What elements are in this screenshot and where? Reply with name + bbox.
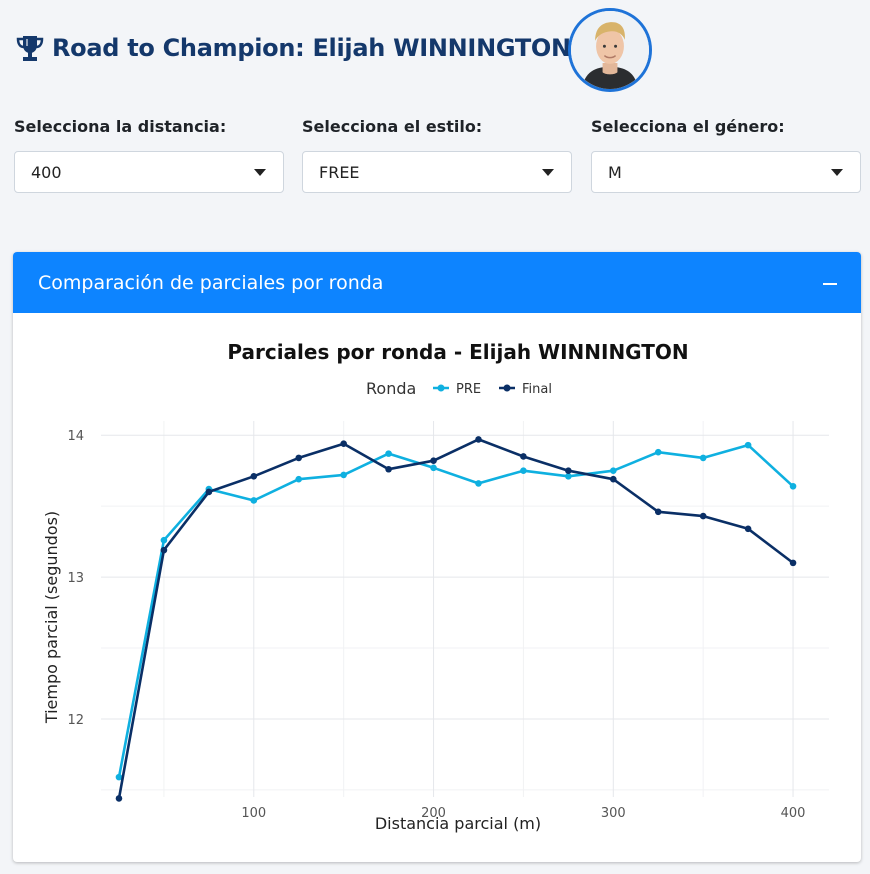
data-point-final bbox=[115, 795, 123, 802]
x-tick-label: 400 bbox=[781, 806, 806, 821]
x-axis-label: Distancia parcial (m) bbox=[375, 814, 541, 833]
data-point-pre bbox=[609, 467, 617, 474]
data-point-pre bbox=[744, 441, 752, 449]
data-point-pre bbox=[699, 454, 707, 462]
gender-label: Selecciona el género: bbox=[591, 117, 785, 136]
x-tick-label: 300 bbox=[601, 806, 626, 821]
data-point-final bbox=[475, 436, 482, 443]
data-point-pre bbox=[295, 475, 303, 483]
style-filter: Selecciona el estilo: FREE bbox=[302, 116, 572, 193]
data-point-final bbox=[699, 512, 707, 520]
y-tick-label: 14 bbox=[67, 429, 84, 444]
style-value: FREE bbox=[319, 162, 360, 182]
card-title: Comparación de parciales por ronda bbox=[38, 271, 384, 294]
data-point-final bbox=[205, 488, 213, 496]
gender-filter: Selecciona el género: M bbox=[591, 116, 861, 193]
data-point-final bbox=[295, 454, 303, 462]
data-point-pre bbox=[789, 482, 797, 490]
x-tick-label: 100 bbox=[241, 806, 266, 821]
distance-value: 400 bbox=[31, 162, 62, 182]
page-header: Road to Champion: Elijah WINNINGTON bbox=[14, 8, 714, 88]
data-point-pre bbox=[115, 773, 123, 781]
chevron-down-icon bbox=[254, 168, 266, 176]
data-point-final bbox=[385, 465, 392, 473]
data-point-final bbox=[565, 467, 572, 474]
data-point-pre bbox=[520, 467, 527, 474]
data-point-final bbox=[160, 546, 168, 554]
chevron-down-icon bbox=[542, 168, 554, 176]
y-tick-label: 13 bbox=[67, 571, 84, 586]
gender-select[interactable]: M bbox=[591, 151, 861, 193]
series-line-pre bbox=[117, 443, 794, 778]
data-point-final bbox=[340, 440, 347, 448]
page-title: Road to Champion: Elijah WINNINGTON bbox=[52, 34, 571, 62]
distance-select[interactable]: 400 bbox=[14, 151, 284, 193]
style-label: Selecciona el estilo: bbox=[302, 117, 483, 136]
legend-label: Final bbox=[522, 382, 552, 397]
data-point-final bbox=[609, 475, 617, 483]
y-axis-label: Tiempo parcial (segundos) bbox=[42, 511, 61, 724]
data-point-pre bbox=[340, 471, 347, 479]
chart-container: 100 200 300 400 12 13 14 Parciales por ronda - … bbox=[13, 313, 861, 862]
legend-title: Ronda bbox=[366, 379, 416, 398]
chart-title: Parciales por ronda - Elijah WINNINGTON bbox=[227, 340, 688, 364]
legend-label: PRE bbox=[456, 382, 481, 397]
data-point-final bbox=[744, 525, 752, 533]
data-point-final bbox=[789, 559, 797, 567]
y-tick-label: 12 bbox=[67, 713, 84, 728]
splits-chart: 100 200 300 400 12 13 14 Parciales por ronda - … bbox=[42, 340, 829, 833]
style-select[interactable]: FREE bbox=[302, 151, 572, 193]
data-point-pre bbox=[565, 473, 572, 480]
distance-filter: Selecciona la distancia: 400 bbox=[14, 116, 284, 193]
series-line-final bbox=[117, 438, 794, 799]
card-header: Comparación de parciales por ronda bbox=[13, 252, 861, 313]
legend-marker bbox=[503, 384, 511, 392]
data-point-pre bbox=[250, 497, 258, 504]
data-point-final bbox=[654, 508, 662, 516]
x-tick-label: 200 bbox=[421, 806, 446, 821]
trophy-icon bbox=[16, 36, 44, 61]
gender-value: M bbox=[608, 162, 622, 182]
data-point-final bbox=[250, 473, 258, 480]
splits-card: Comparación de parciales por ronda 100 20… bbox=[13, 252, 861, 862]
distance-label: Selecciona la distancia: bbox=[14, 117, 227, 136]
chevron-down-icon bbox=[831, 168, 843, 176]
data-point-pre bbox=[385, 450, 392, 457]
data-point-final bbox=[430, 457, 437, 465]
data-point-pre bbox=[475, 480, 482, 487]
data-point-pre bbox=[430, 464, 437, 472]
legend-marker bbox=[437, 384, 445, 392]
athlete-avatar bbox=[568, 8, 652, 92]
collapse-button[interactable] bbox=[823, 276, 837, 290]
data-point-pre bbox=[160, 536, 168, 544]
data-point-final bbox=[520, 453, 527, 460]
data-point-pre bbox=[654, 448, 662, 456]
